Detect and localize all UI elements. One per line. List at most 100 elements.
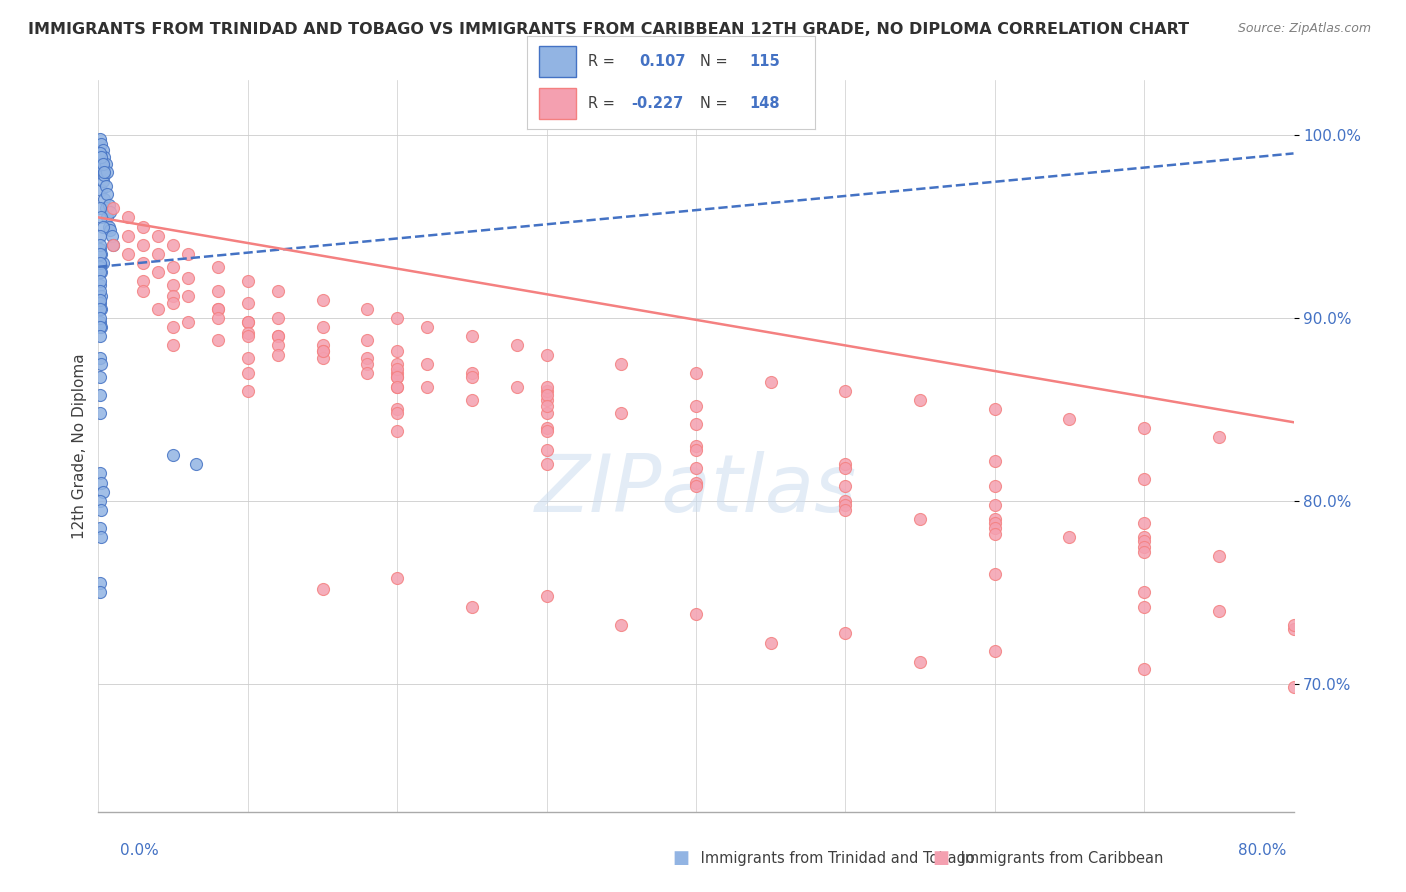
Point: [385, 357, 409, 371]
Point: [536, 420, 558, 434]
Point: [311, 293, 333, 307]
Text: ■: ■: [932, 849, 949, 867]
Point: [93, 164, 115, 178]
Point: [461, 329, 484, 343]
Point: [117, 247, 139, 261]
Text: IMMIGRANTS FROM TRINIDAD AND TOBAGO VS IMMIGRANTS FROM CARIBBEAN 12TH GRADE, NO : IMMIGRANTS FROM TRINIDAD AND TOBAGO VS I…: [28, 22, 1189, 37]
Point: [132, 284, 155, 298]
Point: [90, 137, 112, 152]
Point: [267, 329, 290, 343]
Point: [267, 284, 290, 298]
Text: Source: ZipAtlas.com: Source: ZipAtlas.com: [1237, 22, 1371, 36]
Point: [96, 211, 118, 225]
Point: [89, 284, 111, 298]
Point: [536, 384, 558, 399]
Point: [506, 380, 529, 394]
Point: [91, 219, 114, 234]
Point: [1059, 530, 1081, 544]
Point: [536, 442, 558, 457]
Point: [117, 211, 139, 225]
Point: [89, 228, 111, 243]
Point: [1133, 472, 1156, 486]
Point: [536, 425, 558, 439]
Point: [89, 320, 111, 334]
Point: [207, 301, 229, 316]
Point: [685, 399, 707, 413]
Point: [685, 475, 707, 490]
Point: [91, 484, 114, 499]
Point: [536, 388, 558, 402]
Point: [984, 453, 1007, 467]
Text: 148: 148: [749, 96, 780, 112]
Point: [89, 329, 111, 343]
Point: [89, 493, 111, 508]
Point: [536, 347, 558, 362]
Point: [90, 211, 112, 225]
Point: [177, 289, 200, 303]
Point: [90, 475, 112, 490]
Point: [94, 157, 117, 171]
Text: 0.107: 0.107: [640, 54, 686, 69]
Point: [311, 343, 333, 358]
Text: 0.0%: 0.0%: [120, 843, 159, 858]
Point: [1059, 411, 1081, 425]
Point: [207, 260, 229, 274]
Point: [536, 380, 558, 394]
Point: [1208, 549, 1230, 563]
Point: [162, 448, 184, 462]
Point: [908, 655, 931, 669]
Point: [685, 442, 707, 457]
Text: ■: ■: [672, 849, 689, 867]
Point: [685, 366, 707, 380]
Point: [984, 516, 1007, 530]
Point: [908, 512, 931, 526]
Text: N =: N =: [700, 54, 733, 69]
Point: [90, 155, 112, 169]
Point: [385, 406, 409, 420]
Point: [236, 274, 259, 288]
Point: [685, 417, 707, 431]
Point: [610, 406, 633, 420]
Point: [356, 351, 378, 366]
Point: [89, 201, 111, 215]
Point: [536, 399, 558, 413]
Point: [236, 329, 259, 343]
Point: [356, 366, 378, 380]
Point: [416, 320, 439, 334]
Point: [236, 296, 259, 310]
Point: [984, 521, 1007, 535]
Point: [311, 343, 333, 358]
Text: Immigrants from Caribbean: Immigrants from Caribbean: [956, 851, 1163, 865]
Point: [1282, 622, 1305, 636]
Point: [97, 197, 120, 211]
Point: [311, 338, 333, 352]
Bar: [538, 46, 576, 77]
Point: [89, 310, 111, 325]
Point: [236, 366, 259, 380]
Point: [89, 274, 111, 288]
Point: [177, 315, 200, 329]
Point: [89, 406, 111, 420]
Point: [416, 380, 439, 394]
Point: [236, 351, 259, 366]
Point: [267, 338, 290, 352]
Point: [506, 338, 529, 352]
Point: [1208, 430, 1230, 444]
Point: [385, 425, 409, 439]
Point: [385, 402, 409, 417]
Text: R =: R =: [588, 96, 619, 112]
Point: [162, 296, 184, 310]
Point: [759, 375, 782, 389]
Point: [834, 479, 856, 493]
Point: [536, 589, 558, 603]
Point: [90, 150, 112, 164]
Point: [984, 644, 1007, 658]
Point: [177, 270, 200, 285]
Point: [759, 636, 782, 650]
Point: [91, 174, 114, 188]
Point: [93, 169, 115, 183]
Point: [117, 228, 139, 243]
Point: [162, 289, 184, 303]
Point: [177, 247, 200, 261]
Point: [356, 333, 378, 347]
